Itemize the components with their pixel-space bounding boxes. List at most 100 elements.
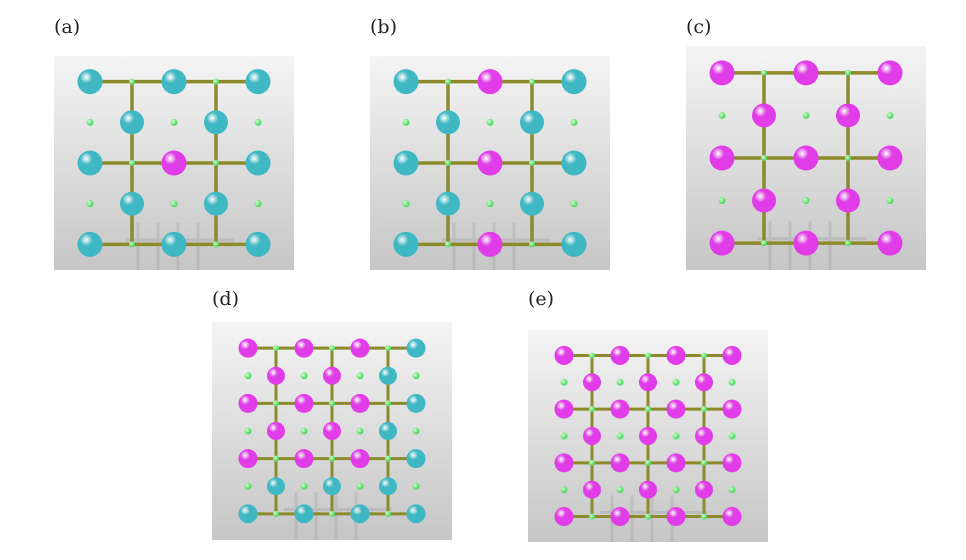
atoms — [554, 345, 742, 527]
atoms — [393, 69, 587, 257]
small-atom — [845, 69, 851, 76]
atom-magenta — [709, 60, 735, 86]
small-atom — [845, 155, 851, 161]
small-atom — [329, 345, 335, 352]
small-atom — [273, 345, 279, 352]
atom-cyan — [561, 231, 587, 257]
small-atom — [718, 197, 726, 205]
atom-magenta — [695, 480, 713, 499]
small-atom — [728, 378, 736, 386]
small-atom — [273, 400, 279, 407]
small-atom — [529, 241, 535, 248]
small-atom — [402, 200, 410, 208]
atom-cyan — [520, 191, 544, 216]
small-atom — [672, 486, 680, 494]
structure-svg — [528, 330, 768, 542]
atom-magenta — [610, 507, 630, 527]
small-atom — [129, 78, 135, 85]
small-atom — [589, 352, 595, 359]
atoms — [77, 69, 271, 257]
atom-magenta — [793, 60, 819, 86]
small-atom — [385, 345, 391, 352]
small-atom — [886, 197, 894, 205]
atom-cyan — [245, 69, 271, 95]
atom-magenta — [323, 422, 341, 440]
small-atom — [529, 78, 535, 85]
atom-magenta — [583, 427, 601, 445]
atom-magenta — [877, 230, 903, 256]
atom-cyan — [245, 150, 271, 176]
small-atom — [254, 118, 262, 126]
atom-cyan — [161, 69, 187, 95]
atom-cyan — [393, 150, 419, 176]
atom-magenta — [267, 366, 285, 385]
panel-label-e: (e) — [528, 288, 555, 310]
atom-magenta — [610, 453, 630, 473]
atom-magenta — [554, 453, 574, 473]
small-atom — [129, 241, 135, 248]
small-atom — [273, 455, 279, 462]
atom-magenta — [722, 399, 742, 419]
small-atom — [445, 241, 451, 248]
atom-magenta — [161, 150, 187, 176]
atom-cyan — [267, 477, 285, 496]
atom-cyan — [436, 110, 460, 135]
atom-magenta — [793, 145, 819, 171]
atom-magenta — [836, 103, 860, 128]
atom-magenta — [238, 393, 258, 413]
small-atoms — [402, 78, 578, 248]
atom-cyan — [561, 150, 587, 176]
small-atom — [728, 432, 736, 440]
small-atom — [761, 240, 767, 247]
small-atom — [329, 455, 335, 462]
atom-magenta — [722, 345, 742, 365]
atom-magenta — [477, 150, 503, 176]
small-atoms — [86, 78, 262, 248]
atom-cyan — [77, 231, 103, 257]
atom-magenta — [836, 188, 860, 213]
atom-magenta — [554, 507, 574, 527]
atom-cyan — [379, 477, 397, 496]
atom-cyan — [77, 69, 103, 95]
atom-cyan — [406, 393, 426, 413]
small-atom — [356, 482, 364, 490]
small-atom — [529, 160, 535, 166]
structure-svg — [686, 46, 926, 270]
small-atom — [645, 406, 651, 413]
atom-magenta — [877, 60, 903, 86]
atom-magenta — [709, 145, 735, 171]
small-atom — [412, 427, 420, 435]
small-atom — [300, 372, 308, 380]
atom-cyan — [245, 231, 271, 257]
small-atom — [802, 197, 810, 205]
small-atom — [560, 378, 568, 386]
atom-cyan — [238, 504, 258, 524]
atom-magenta — [793, 230, 819, 256]
small-atom — [701, 513, 707, 520]
atom-magenta — [583, 373, 601, 392]
atom-magenta — [554, 345, 574, 365]
atom-magenta — [722, 507, 742, 527]
small-atom — [170, 200, 178, 208]
atom-magenta — [323, 366, 341, 385]
atom-magenta — [350, 338, 370, 358]
small-atom — [445, 160, 451, 166]
small-atom — [570, 118, 578, 126]
small-atom — [356, 372, 364, 380]
small-atom — [701, 459, 707, 466]
atom-magenta — [639, 480, 657, 499]
atoms — [709, 60, 903, 256]
atom-magenta — [610, 345, 630, 365]
small-atom — [802, 111, 810, 119]
small-atom — [886, 111, 894, 119]
small-atom — [616, 378, 624, 386]
atom-cyan — [393, 231, 419, 257]
atom-magenta — [666, 507, 686, 527]
atom-magenta — [477, 231, 503, 257]
small-atom — [244, 482, 252, 490]
small-atom — [213, 78, 219, 85]
atom-magenta — [238, 338, 258, 358]
atoms — [238, 338, 426, 524]
small-atom — [589, 406, 595, 413]
small-atom — [329, 510, 335, 517]
